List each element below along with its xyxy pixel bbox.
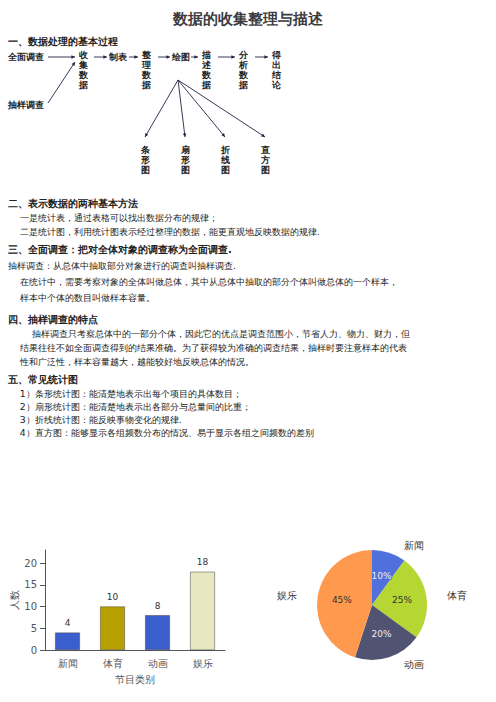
svg-text:图: 图 [221,165,230,175]
svg-text:四、抽样调查的特点: 四、抽样调查的特点 [8,314,98,325]
svg-text:10%: 10% [371,571,391,581]
svg-text:抽样调查：从总体中抽取部分对象进行的调查叫抽样调查.: 抽样调查：从总体中抽取部分对象进行的调查叫抽样调查. [8,260,236,271]
svg-text:节目类别: 节目类别 [115,674,155,685]
svg-text:整: 整 [141,50,152,60]
svg-text:集: 集 [78,60,88,70]
svg-text:结: 结 [271,70,281,80]
svg-text:4）直方图：能够显示各组频数分布的情况、易于显示各组之间频数: 4）直方图：能够显示各组频数分布的情况、易于显示各组之间频数的差别 [8,427,314,438]
svg-text:数: 数 [78,70,89,80]
svg-text:出: 出 [272,60,281,70]
svg-text:二、表示数据的两种基本方法: 二、表示数据的两种基本方法 [8,198,138,209]
svg-text:体育: 体育 [103,658,123,669]
svg-text:10: 10 [24,601,37,612]
svg-text:样本中个体的数目叫做样本容量。: 样本中个体的数目叫做样本容量。 [8,292,155,303]
svg-text:五、常见统计图: 五、常见统计图 [7,374,78,385]
svg-text:人数: 人数 [9,590,20,610]
svg-text:图: 图 [261,165,270,175]
svg-text:绘图: 绘图 [171,52,190,62]
svg-text:25%: 25% [392,595,412,605]
svg-text:新闻: 新闻 [404,540,424,551]
svg-text:5: 5 [31,623,37,634]
svg-text:娱乐: 娱乐 [193,658,213,669]
svg-text:8: 8 [155,601,161,611]
svg-text:形: 形 [180,155,190,165]
svg-text:动画: 动画 [404,659,424,670]
svg-text:分: 分 [238,50,249,60]
svg-text:动画: 动画 [148,658,168,669]
svg-text:三、全面调查：把对全体对象的调查称为全面调查.: 三、全面调查：把对全体对象的调查称为全面调查. [8,244,232,255]
svg-text:图: 图 [141,165,150,175]
svg-text:在统计中，需要考察对象的全体叫做总体，其中从总体中抽取的部分: 在统计中，需要考察对象的全体叫做总体，其中从总体中抽取的部分个体叫做总体的一个样… [8,276,398,287]
svg-text:4: 4 [65,618,71,628]
svg-text:据: 据 [238,80,248,90]
svg-text:得: 得 [271,50,281,60]
svg-text:1）条形统计图：能清楚地表示出每个项目的具体数目；: 1）条形统计图：能清楚地表示出每个项目的具体数目； [8,388,242,399]
svg-text:娱乐: 娱乐 [277,590,297,601]
svg-text:据: 据 [78,80,88,90]
svg-text:数: 数 [201,70,212,80]
svg-text:折: 折 [220,145,230,155]
svg-text:形: 形 [140,155,150,165]
svg-text:45%: 45% [332,595,352,605]
svg-text:18: 18 [197,557,209,567]
svg-text:方: 方 [260,155,270,165]
svg-text:20%: 20% [371,629,391,639]
svg-text:性和广泛性，样本容量越大，越能较好地反映总体的情况。: 性和广泛性，样本容量越大，越能较好地反映总体的情况。 [8,356,254,367]
svg-text:线: 线 [220,155,230,165]
svg-text:10: 10 [107,592,119,602]
svg-text:20: 20 [24,558,37,569]
svg-text:全面调查: 全面调查 [7,52,44,62]
svg-text:据: 据 [201,80,211,90]
svg-text:据: 据 [141,80,151,90]
svg-text:0: 0 [31,645,37,656]
svg-text:2）扇形统计图：能清楚地表示出各部分与总量间的比重；: 2）扇形统计图：能清楚地表示出各部分与总量间的比重； [8,401,251,412]
svg-text:体育: 体育 [447,590,467,601]
svg-text:描: 描 [201,50,211,60]
svg-text:论: 论 [271,80,282,90]
svg-text:二是统计图，利用统计图表示经过整理的数据，能更直观地反映数据: 二是统计图，利用统计图表示经过整理的数据，能更直观地反映数据的规律. [8,226,320,237]
svg-text:数据的收集整理与描述: 数据的收集整理与描述 [172,10,324,28]
svg-text:一是统计表，通过表格可以找出数据分布的规律；: 一是统计表，通过表格可以找出数据分布的规律； [8,212,218,223]
svg-text:3）折线统计图：能反映事物变化的规律.: 3）折线统计图：能反映事物变化的规律. [8,414,182,425]
svg-text:抽样调查只考察总体中的一部分个体，因此它的优点是调查范围小，: 抽样调查只考察总体中的一部分个体，因此它的优点是调查范围小，节省人力、物力、财力… [8,328,410,339]
svg-text:收: 收 [79,50,89,60]
svg-text:新闻: 新闻 [58,658,78,669]
svg-text:抽样调查: 抽样调查 [7,100,44,110]
svg-text:一、数据处理的基本过程: 一、数据处理的基本过程 [8,36,118,47]
svg-text:制表: 制表 [108,52,128,62]
svg-text:数: 数 [141,70,152,80]
svg-text:析: 析 [238,60,248,70]
svg-text:数: 数 [238,70,249,80]
svg-text:15: 15 [24,579,37,590]
svg-text:直: 直 [260,145,270,155]
svg-text:理: 理 [141,60,151,70]
svg-text:条: 条 [140,145,150,155]
svg-text:结果往往不如全面调查得到的结果准确。为了获得较为准确的调查结: 结果往往不如全面调查得到的结果准确。为了获得较为准确的调查结果，抽样时要注意样本… [8,342,407,353]
svg-text:图: 图 [181,165,190,175]
svg-text:扇: 扇 [180,145,190,155]
svg-text:述: 述 [201,60,212,70]
